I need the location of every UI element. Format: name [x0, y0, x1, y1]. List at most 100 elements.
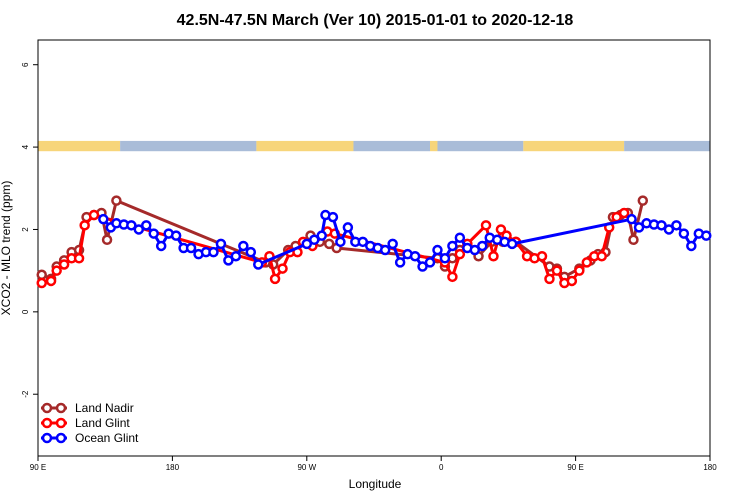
y-tick-label-2: 2 — [21, 227, 30, 232]
data-point-land-glint-24 — [495, 224, 507, 235]
chart-title: 42.5N-47.5N March (Ver 10) 2015-01-01 to… — [177, 12, 574, 29]
surface-band-ocean-5 — [437, 140, 524, 152]
data-point-ocean-glint-26 — [327, 211, 339, 223]
data-point-ocean-glint-18 — [230, 250, 242, 262]
data-point-ocean-glint-8 — [155, 240, 167, 252]
data-point-ocean-glint-16 — [215, 238, 227, 250]
y-axis-label: XCO2 - MLO trend (ppm) — [0, 181, 13, 316]
surface-band-land-2 — [256, 140, 354, 152]
data-point-ocean-glint-37 — [409, 250, 421, 262]
legend-marker-end-ocean-glint — [55, 432, 67, 444]
surface-band-land-4 — [430, 140, 438, 152]
data-point-ocean-glint-61 — [701, 230, 712, 241]
data-point-land-glint-30 — [544, 273, 555, 285]
plot-frame — [37, 39, 711, 457]
data-point-ocean-glint-41 — [439, 253, 451, 264]
data-point-ocean-glint-30 — [357, 236, 369, 248]
data-point-land-nadir-17 — [323, 238, 335, 250]
data-point-ocean-glint-45 — [469, 244, 481, 256]
data-point-land-glint-20 — [454, 248, 466, 260]
x-tick-label-0: 90 E — [30, 463, 46, 472]
legend-marker-end-land-glint — [55, 417, 67, 429]
data-point-land-glint-40 — [618, 207, 630, 219]
legend-marker-end-land-nadir — [55, 402, 67, 414]
x-axis-label: Longitude — [349, 477, 402, 491]
data-point-land-glint-29 — [536, 250, 548, 262]
surface-band-land-0 — [38, 140, 121, 152]
data-point-ocean-glint-10 — [170, 230, 182, 241]
data-point-ocean-glint-24 — [316, 230, 327, 241]
data-point-ocean-glint-21 — [253, 259, 264, 270]
data-point-land-glint-10 — [269, 273, 281, 285]
data-point-ocean-glint-55 — [656, 220, 667, 231]
data-point-ocean-glint-4 — [126, 220, 137, 231]
y-tick-label-4: 6 — [21, 62, 30, 67]
y-tick-label-1: 0 — [21, 309, 30, 314]
data-point-ocean-glint-56 — [663, 224, 675, 235]
surface-band-ocean-7 — [624, 140, 710, 152]
series-line-ocean-glint — [102, 213, 707, 268]
y-tick-label-3: 4 — [21, 144, 30, 149]
surface-band — [38, 140, 710, 152]
data-point-land-glint-19 — [447, 271, 458, 283]
data-point-ocean-glint-33 — [379, 244, 391, 256]
data-point-ocean-glint-20 — [245, 246, 257, 258]
data-point-ocean-glint-59 — [686, 240, 697, 252]
data-point-ocean-glint-50 — [506, 238, 518, 250]
data-point-ocean-glint-12 — [185, 242, 197, 254]
data-point-ocean-glint-28 — [342, 222, 354, 233]
data-point-land-glint-37 — [596, 250, 607, 262]
data-point-ocean-glint-27 — [335, 236, 346, 248]
data-point-land-glint-0 — [36, 277, 47, 289]
axis-ticks: 90 E 180 90 W 0 90 E 180 -2 0 2 4 6 — [21, 62, 717, 472]
data-point-land-glint-2 — [51, 265, 62, 276]
data-point-ocean-glint-40 — [432, 244, 443, 256]
data-point-land-glint-23 — [488, 250, 499, 262]
data-point-ocean-glint-46 — [477, 240, 488, 252]
legend-label-ocean-glint: Ocean Glint — [75, 431, 139, 445]
data-point-ocean-glint-52 — [633, 222, 645, 233]
data-point-land-glint-1 — [45, 275, 57, 287]
data-point-land-nadir-38 — [628, 234, 639, 246]
data-point-ocean-glint-17 — [223, 255, 234, 266]
data-point-ocean-glint-7 — [148, 228, 159, 239]
data-point-ocean-glint-43 — [454, 232, 466, 243]
data-point-ocean-glint-22 — [301, 238, 313, 250]
x-tick-label-2: 90 W — [297, 463, 316, 472]
x-tick-label-1: 180 — [166, 463, 180, 472]
data-point-ocean-glint-42 — [447, 240, 458, 252]
x-tick-label-5: 180 — [703, 463, 717, 472]
data-point-land-glint-33 — [566, 275, 578, 287]
legend-label-land-glint: Land Glint — [75, 416, 130, 430]
x-tick-label-4: 90 E — [567, 463, 583, 472]
data-point-land-nadir-10 — [111, 195, 122, 206]
surface-band-land-6 — [523, 140, 625, 152]
data-point-land-glint-3 — [58, 259, 70, 270]
data-point-ocean-glint-58 — [678, 228, 690, 239]
data-point-land-glint-34 — [574, 265, 585, 276]
data-point-ocean-glint-6 — [141, 220, 152, 231]
data-point-land-nadir-39 — [637, 195, 649, 206]
data-point-land-glint-11 — [277, 263, 288, 274]
data-point-ocean-glint-38 — [417, 261, 428, 272]
data-point-land-nadir-9 — [101, 234, 113, 246]
data-point-land-glint-6 — [79, 220, 90, 231]
data-point-land-glint-7 — [88, 209, 100, 221]
data-point-ocean-glint-19 — [238, 240, 249, 252]
y-tick-label-0: -2 — [21, 390, 30, 398]
data-point-ocean-glint-57 — [671, 220, 682, 231]
surface-band-ocean-3 — [353, 140, 430, 152]
data-point-ocean-glint-35 — [394, 257, 406, 268]
data-point-land-glint-35 — [581, 257, 593, 268]
data-point-land-glint-31 — [551, 265, 563, 276]
legend-marker-ocean-glint — [41, 432, 53, 444]
series-layer — [36, 195, 712, 289]
data-point-land-nadir-0 — [36, 269, 47, 281]
data-point-land-glint-5 — [73, 253, 85, 264]
surface-band-ocean-1 — [120, 140, 257, 152]
data-point-ocean-glint-5 — [133, 224, 145, 235]
data-point-ocean-glint-51 — [626, 213, 637, 225]
legend-label-land-nadir: Land Nadir — [75, 401, 134, 415]
